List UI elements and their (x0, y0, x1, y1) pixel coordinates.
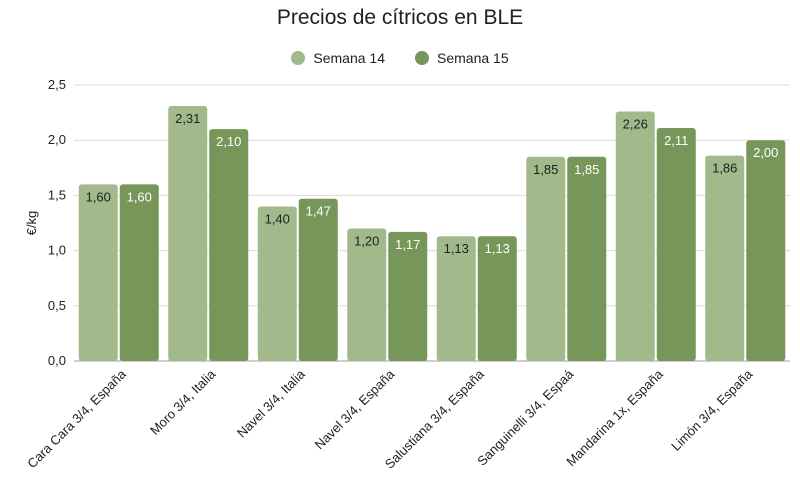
bar-semana-14 (526, 156, 566, 361)
bar-semana-15 (298, 198, 338, 361)
bar-data-label: 1,85 (533, 162, 558, 177)
bar-semana-14 (168, 105, 208, 361)
bar-data-label: 1,17 (395, 237, 420, 252)
bar-semana-15 (656, 128, 696, 361)
bar-data-label: 1,60 (86, 189, 111, 204)
chart-title: Precios de cítricos en BLE (276, 6, 524, 29)
legend-swatch-semana-14 (291, 51, 306, 65)
legend-item-semana-15[interactable]: Semana 15 (415, 50, 509, 66)
legend-swatch-semana-15 (415, 51, 429, 65)
bar-data-label: 1,40 (265, 211, 290, 226)
bar-semana-15 (119, 184, 159, 361)
y-tick-label: 2,0 (48, 132, 66, 147)
bar-semana-14 (78, 184, 118, 361)
bar-data-label: 2,11 (664, 133, 688, 148)
bar-data-label: 1,47 (306, 204, 331, 219)
x-tick-label: Mandarina 1x, España (563, 366, 666, 469)
x-tick-label: Cara Cara 3/4, España (24, 366, 129, 471)
bar-data-label: 2,10 (216, 134, 241, 149)
legend-label-semana-15: Semana 15 (437, 50, 509, 66)
y-tick-label: 2,5 (48, 77, 66, 92)
bar-data-label: 2,31 (175, 111, 200, 126)
bar-semana-14 (436, 236, 476, 361)
bar-semana-15 (209, 129, 249, 361)
y-tick-label: 0,0 (48, 353, 66, 368)
bar-semana-14 (615, 111, 655, 361)
bar-data-label: 1,85 (574, 162, 599, 177)
bar-semana-15 (746, 140, 786, 361)
bar-semana-15 (388, 231, 428, 361)
y-axis-label: €/kg (24, 211, 39, 236)
x-tick-label: Salustiana 3/4, España (382, 366, 488, 472)
x-tick-label: Limón 3/4, España (668, 366, 756, 454)
bar-data-label: 1,13 (444, 241, 469, 256)
x-tick-label: Navel 3/4, Italia (234, 366, 309, 441)
bar-data-label: 2,00 (753, 145, 778, 160)
bar-semana-15 (477, 236, 517, 361)
bar-data-label: 1,86 (712, 161, 737, 176)
y-tick-label: 0,5 (48, 298, 66, 313)
y-tick-label: 1,0 (48, 243, 66, 258)
x-tick-label: Moro 3/4, Italia (147, 366, 219, 438)
legend-item-semana-14[interactable]: Semana 14 (291, 50, 385, 66)
y-tick-label: 1,5 (48, 187, 66, 202)
x-tick-label: Sanguinelli 3/4, Espaá (474, 366, 577, 469)
x-tick-label: Navel 3/4, España (312, 366, 398, 452)
bar-data-label: 1,20 (354, 234, 379, 249)
bar-semana-14 (705, 155, 745, 361)
bar-semana-14 (257, 206, 297, 361)
chart-legend: Semana 14 Semana 15 (0, 50, 800, 66)
bar-data-label: 1,60 (127, 189, 152, 204)
legend-label-semana-14: Semana 14 (313, 50, 385, 66)
bar-semana-14 (347, 228, 387, 361)
bar-data-label: 1,13 (485, 241, 510, 256)
bar-semana-15 (567, 156, 607, 361)
bar-data-label: 2,26 (623, 116, 648, 131)
